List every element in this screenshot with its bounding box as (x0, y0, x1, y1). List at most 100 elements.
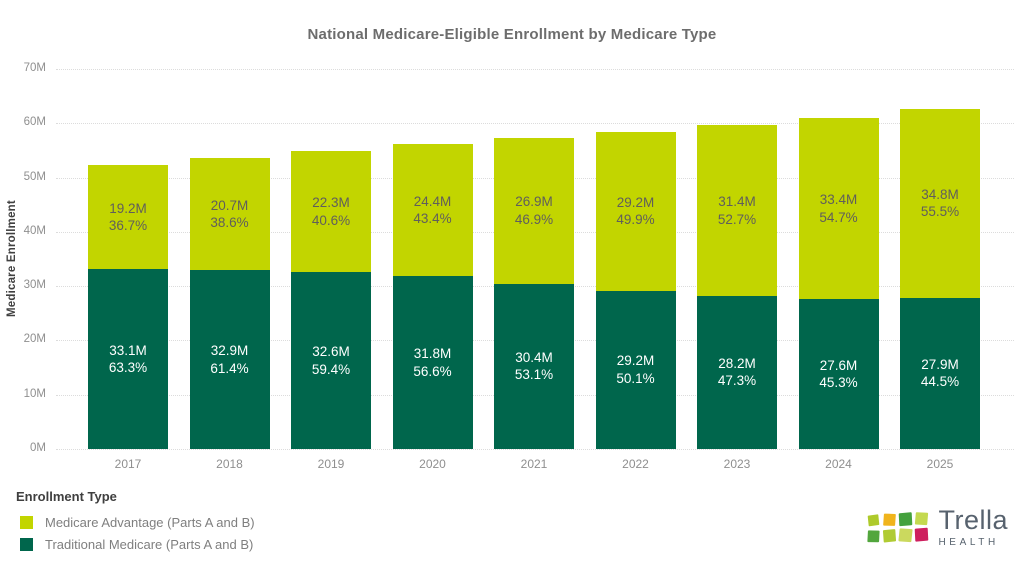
legend-item-traditional-medicare[interactable]: Traditional Medicare (Parts A and B) (20, 537, 255, 552)
percent-label: 53.1% (514, 367, 554, 383)
bar-segment-medicare-advantage-2025[interactable]: 34.8M 55.5% (900, 108, 980, 298)
x-tick-2023: 2023 (723, 457, 751, 471)
bar-column-2023: 31.4M 52.7% 28.2M 47.3% 2023 (697, 69, 777, 471)
value-label: 31.4M (718, 194, 756, 210)
bar-segment-traditional-medicare-2022[interactable]: 29.2M 50.1% (595, 290, 676, 449)
logo-square-icon (915, 512, 929, 526)
value-label: 31.8M (413, 346, 452, 362)
bar-segment-medicare-advantage-2022[interactable]: 29.2M 49.9% (595, 132, 676, 291)
logo-text: Trella HEALTH (938, 507, 1008, 549)
x-tick-2017: 2017 (114, 457, 142, 471)
value-label: 32.9M (210, 343, 249, 359)
bar-segment-medicare-advantage-2021[interactable]: 26.9M 46.9% (494, 137, 574, 284)
bar-column-2019: 22.3M 40.6% 32.6M 59.4% 2019 (291, 69, 371, 471)
bar-segment-traditional-medicare-2017[interactable]: 33.1M 63.3% (88, 269, 168, 449)
value-label: 34.8M (921, 186, 959, 202)
bar-column-2024: 33.4M 54.7% 27.6M 45.3% 2024 (798, 69, 879, 471)
percent-label: 40.6% (311, 212, 351, 228)
logo-square-icon (898, 528, 914, 543)
logo-square-icon (915, 527, 929, 542)
bar-column-2017: 19.2M 36.7% 33.1M 63.3% 2017 (88, 69, 168, 471)
bar-segment-medicare-advantage-2018[interactable]: 20.7M 38.6% (189, 158, 270, 271)
x-tick-2021: 2021 (520, 457, 548, 471)
y-tick-label: 10M (23, 387, 46, 400)
value-label: 22.3M (312, 194, 350, 210)
logo-square-icon (868, 514, 880, 527)
percent-label: 52.7% (717, 211, 757, 227)
bar-segment-traditional-medicare-2023[interactable]: 28.2M 47.3% (697, 295, 777, 449)
logo-square-icon (883, 513, 897, 526)
percent-label: 47.3% (717, 373, 757, 389)
bar-segment-medicare-advantage-2020[interactable]: 24.4M 43.4% (392, 143, 473, 277)
percent-label: 49.9% (616, 212, 655, 228)
bar-column-2025: 34.8M 55.5% 27.9M 44.5% 2025 (900, 69, 980, 471)
percent-label: 50.1% (616, 370, 655, 386)
x-tick-2018: 2018 (216, 457, 243, 471)
logo-square-icon (883, 528, 897, 543)
value-label: 32.6M (312, 343, 350, 359)
logo-square-icon (867, 530, 881, 543)
y-tick-label: 0M (30, 442, 46, 454)
bar-segment-medicare-advantage-2023[interactable]: 31.4M 52.7% (697, 125, 777, 296)
y-tick-label: 60M (23, 116, 46, 129)
logo-square-icon (899, 512, 913, 527)
bar-segment-traditional-medicare-2021[interactable]: 30.4M 53.1% (494, 283, 574, 449)
y-tick-label: 40M (23, 224, 46, 237)
bar-segment-traditional-medicare-2019[interactable]: 32.6M 59.4% (291, 272, 371, 449)
value-label: 27.6M (819, 357, 858, 373)
y-axis-title: Medicare Enrollment (6, 200, 18, 318)
bar-column-2020: 24.4M 43.4% 31.8M 56.6% 2020 (392, 69, 473, 471)
value-label: 26.9M (515, 194, 553, 210)
y-tick-label: 70M (23, 62, 46, 74)
x-tick-2025: 2025 (926, 457, 954, 471)
legend-item-medicare-advantage[interactable]: Medicare Advantage (Parts A and B) (20, 515, 255, 530)
y-tick-label: 30M (23, 279, 46, 292)
bar-column-2022: 29.2M 49.9% 29.2M 50.1% 2022 (595, 69, 676, 471)
y-tick-label: 50M (23, 170, 46, 183)
chart-title: National Medicare-Eligible Enrollment by… (307, 26, 717, 43)
bar-column-2018: 20.7M 38.6% 32.9M 61.4% 2018 (189, 69, 270, 471)
bar-segment-traditional-medicare-2018[interactable]: 32.9M 61.4% (189, 270, 270, 449)
bar-segment-medicare-advantage-2024[interactable]: 33.4M 54.7% (798, 117, 879, 300)
gridline (56, 449, 1014, 450)
bar-segment-traditional-medicare-2020[interactable]: 31.8M 56.6% (392, 276, 473, 449)
trella-squares-icon (867, 512, 929, 543)
x-tick-2020: 2020 (419, 457, 446, 471)
bar-segment-traditional-medicare-2024[interactable]: 27.6M 45.3% (798, 299, 879, 449)
traditional-medicare-swatch-icon (20, 538, 33, 551)
percent-label: 38.6% (210, 215, 249, 231)
gridline (56, 123, 1014, 125)
legend-label: Traditional Medicare (Parts A and B) (45, 537, 254, 552)
percent-label: 59.4% (311, 361, 351, 377)
value-label: 19.2M (109, 200, 147, 216)
percent-label: 36.7% (108, 218, 148, 234)
medicare-advantage-swatch-icon (20, 516, 33, 529)
trella-health-logo: Trella HEALTH (867, 507, 1008, 548)
y-tick-label: 20M (23, 333, 46, 346)
value-label: 29.2M (616, 194, 655, 210)
gridline (56, 69, 1014, 70)
bars: 19.2M 36.7% 33.1M 63.3% 2017 20.7M 38.6% 32.9M 6… (88, 69, 980, 471)
value-label: 33.4M (819, 191, 858, 207)
bar-segment-traditional-medicare-2025[interactable]: 27.9M 44.5% (900, 297, 980, 449)
value-label: 30.4M (515, 349, 553, 365)
percent-label: 54.7% (819, 209, 858, 225)
percent-label: 61.4% (210, 360, 249, 376)
bar-segment-medicare-advantage-2017[interactable]: 19.2M 36.7% (88, 165, 168, 270)
legend-label: Medicare Advantage (Parts A and B) (45, 515, 255, 530)
bar-segment-medicare-advantage-2019[interactable]: 22.3M 40.6% (291, 150, 371, 273)
percent-label: 44.5% (920, 374, 960, 390)
percent-label: 46.9% (514, 211, 554, 227)
percent-label: 55.5% (920, 204, 960, 220)
legend: Enrollment Type Medicare Advantage (Part… (16, 489, 255, 559)
value-label: 28.2M (718, 355, 756, 371)
logo-subname: HEALTH (938, 537, 999, 548)
value-label: 33.1M (109, 342, 147, 358)
value-label: 20.7M (210, 197, 249, 213)
legend-title: Enrollment Type (16, 489, 117, 504)
value-label: 27.9M (921, 356, 959, 372)
percent-label: 63.3% (108, 360, 148, 376)
percent-label: 45.3% (819, 375, 858, 391)
percent-label: 43.4% (413, 211, 452, 227)
